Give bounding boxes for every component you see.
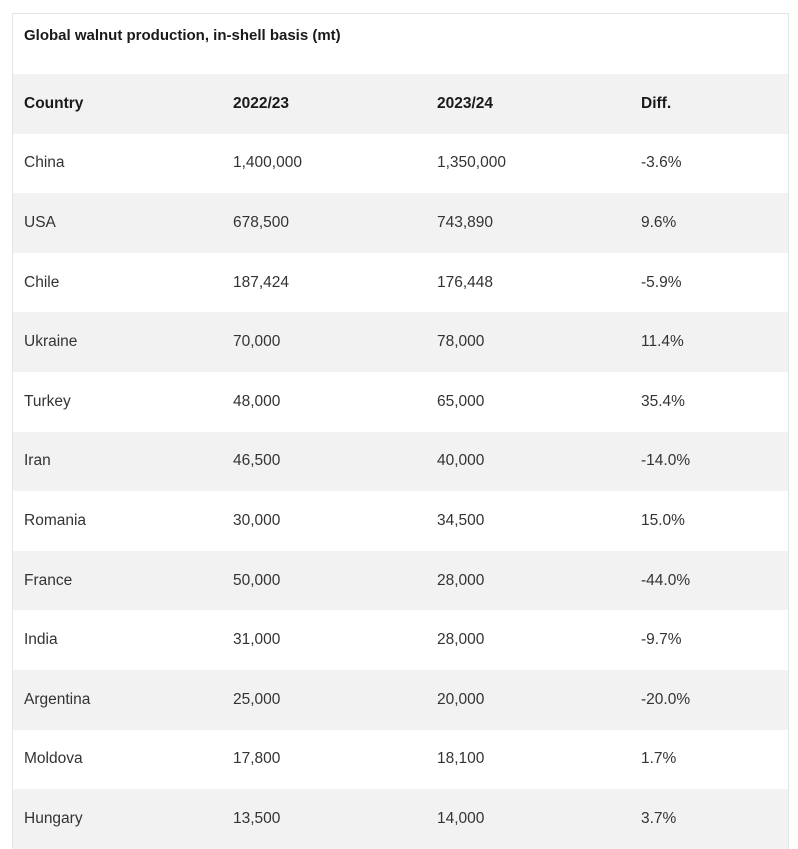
country-cell: Moldova [24,750,83,768]
header-2023-24: 2023/24 [437,94,494,112]
value-2022-23-cell: 30,000 [233,511,281,529]
diff-cell: 3.7% [641,809,677,827]
value-2022-23-cell: 13,500 [233,809,281,827]
diff-cell: -20.0% [641,690,691,708]
value-2022-23-cell: 1,400,000 [233,154,302,172]
header-2022-23: 2022/23 [233,94,290,112]
table-row: Moldova 17,800 18,100 1.7% [13,730,788,790]
table-title: Global walnut production, in-shell basis… [13,14,788,74]
value-2023-24-cell: 1,350,000 [437,154,506,172]
diff-cell: 1.7% [641,750,677,768]
table-row: India 31,000 28,000 -9.7% [13,610,788,670]
value-2023-24-cell: 20,000 [437,690,485,708]
value-2023-24-cell: 40,000 [437,452,485,470]
value-2022-23-cell: 25,000 [233,690,281,708]
country-cell: USA [24,213,56,231]
value-2023-24-cell: 28,000 [437,571,485,589]
country-cell: Turkey [24,392,71,410]
header-country: Country [24,94,84,112]
table-row: France 50,000 28,000 -44.0% [13,550,788,611]
diff-cell: -9.7% [641,631,682,649]
value-2023-24-cell: 65,000 [437,392,485,410]
country-cell: Hungary [24,809,83,827]
value-2023-24-cell: 78,000 [437,333,485,351]
diff-cell: -5.9% [641,273,682,291]
country-cell: Romania [24,511,87,529]
diff-cell: 35.4% [641,392,685,410]
table-row: China 1,400,000 1,350,000 -3.6% [13,134,788,194]
country-cell: China [24,154,65,172]
diff-cell: 15.0% [641,511,685,529]
value-2022-23-cell: 48,000 [233,392,281,410]
value-2022-23-cell: 46,500 [233,452,281,470]
value-2023-24-cell: 28,000 [437,631,485,649]
value-2022-23-cell: 70,000 [233,333,281,351]
country-cell: France [24,571,73,589]
value-2023-24-cell: 176,448 [437,273,494,291]
table-row: Chile 187,424 176,448 -5.9% [13,253,788,313]
table-row: USA 678,500 743,890 9.6% [13,193,788,253]
country-cell: Ukraine [24,333,78,351]
table-row: Romania 30,000 34,500 15.0% [13,491,788,551]
diff-cell: -3.6% [641,154,682,172]
value-2022-23-cell: 50,000 [233,571,281,589]
diff-cell: -14.0% [641,452,691,470]
diff-cell: 9.6% [641,213,677,231]
value-2023-24-cell: 743,890 [437,213,494,231]
value-2022-23-cell: 187,424 [233,273,290,291]
walnut-production-table: Global walnut production, in-shell basis… [12,13,789,849]
diff-cell: 11.4% [641,333,684,351]
table-header-row: Country 2022/23 2023/24 Diff. [13,74,788,134]
value-2022-23-cell: 31,000 [233,631,281,649]
country-cell: Argentina [24,690,91,708]
table-row: Iran 46,500 40,000 -14.0% [13,431,788,492]
table-row: Hungary 13,500 14,000 3.7% [13,789,788,849]
country-cell: Iran [24,452,51,470]
table-row: Argentina 25,000 20,000 -20.0% [13,669,788,730]
table-row: Ukraine 70,000 78,000 11.4% [13,312,788,372]
value-2022-23-cell: 17,800 [233,750,281,768]
country-cell: India [24,631,58,649]
country-cell: Chile [24,273,60,291]
table-row: Turkey 48,000 65,000 35.4% [13,372,788,432]
value-2023-24-cell: 34,500 [437,511,485,529]
diff-cell: -44.0% [641,571,691,589]
value-2023-24-cell: 14,000 [437,809,485,827]
value-2022-23-cell: 678,500 [233,213,290,231]
value-2023-24-cell: 18,100 [437,750,485,768]
header-diff: Diff. [641,94,672,112]
